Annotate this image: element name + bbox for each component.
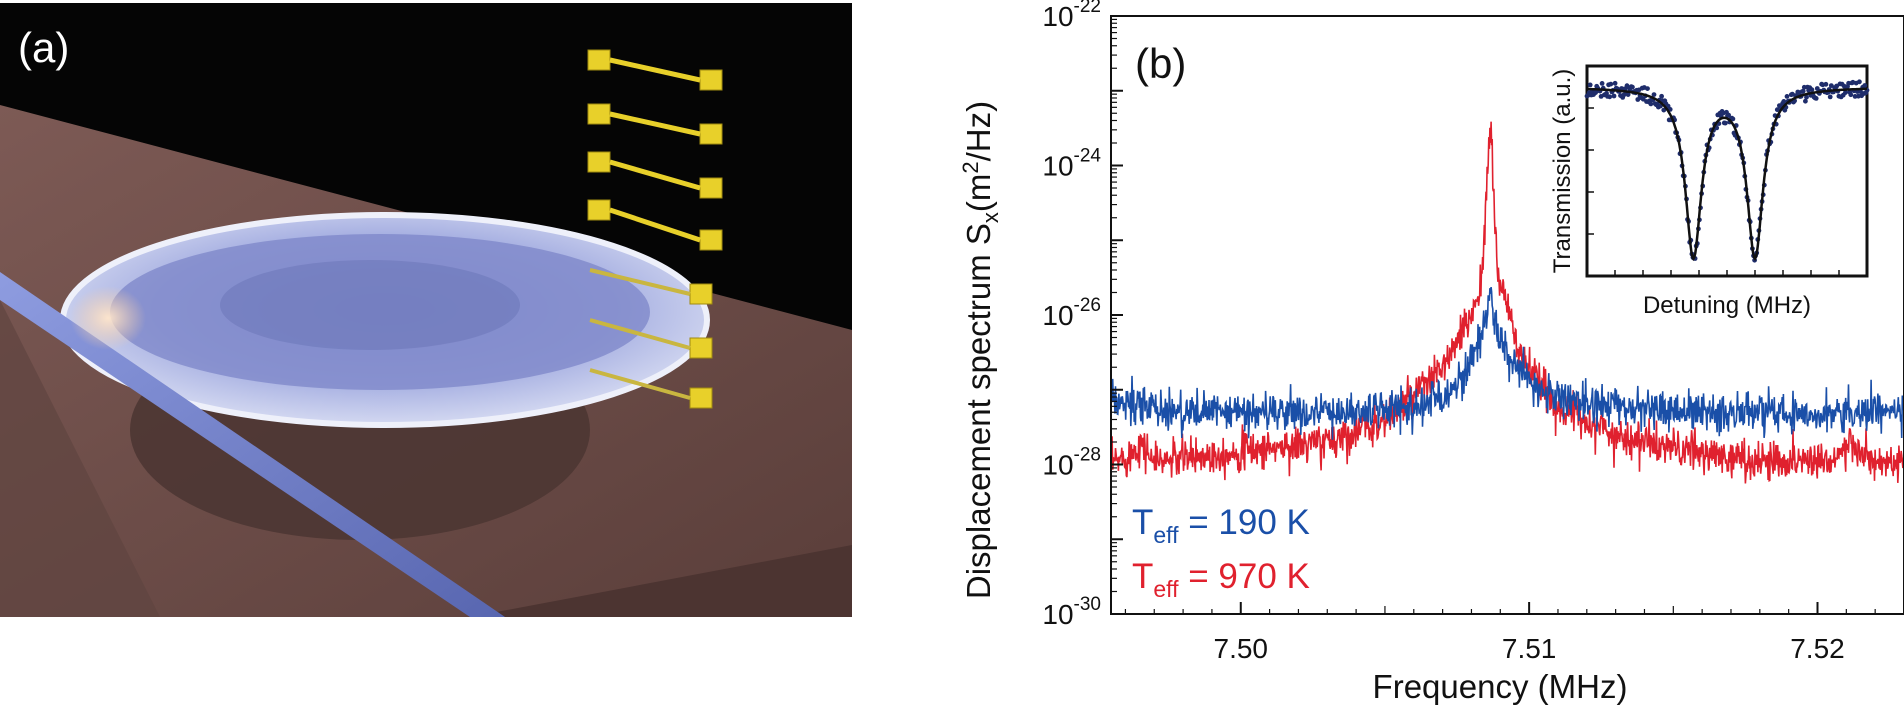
inset-data-point — [1645, 86, 1650, 91]
y-tick-label: 10-22 — [1042, 0, 1101, 32]
inset-y-label: Transmission (a.u.) — [1549, 69, 1576, 274]
series-layer — [1111, 121, 1904, 484]
inset-data-point — [1726, 112, 1731, 118]
inset-data-point — [1599, 81, 1605, 86]
inset-ticks — [1587, 107, 1840, 276]
legend-970k-rest: = 970 K — [1179, 557, 1310, 596]
x-tick-label: 7.52 — [1790, 633, 1845, 664]
inset-data-point — [1804, 94, 1809, 100]
y-tick-label: 10-26 — [1042, 295, 1101, 331]
inset-data-point — [1730, 116, 1736, 122]
inset-data-point — [1659, 93, 1664, 99]
inset-data-point — [1857, 79, 1862, 85]
toroid-center — [220, 260, 520, 350]
y-tick-label-base: 10 — [1042, 151, 1073, 182]
inset-frame — [1585, 64, 1869, 278]
y-axis-label-sub: x — [978, 212, 1003, 223]
inset-series — [1584, 79, 1870, 263]
inset-data-point — [1723, 120, 1728, 126]
heater-electrodes — [587, 49, 723, 409]
inset-data-point — [1813, 96, 1819, 101]
y-tick-label: 10-24 — [1042, 146, 1101, 182]
substrate-front — [470, 545, 852, 617]
coupling-glow — [70, 286, 146, 350]
y-tick-label-base: 10 — [1042, 300, 1073, 331]
legend-190k-rest: = 190 K — [1179, 503, 1310, 542]
legend-190k: Teff = 190 K — [1132, 503, 1310, 548]
inset-data-point — [1774, 107, 1780, 113]
tapered-fiber — [0, 272, 505, 617]
inset-x-label: Detuning (MHz) — [1643, 292, 1811, 319]
y-tick-label: 10-30 — [1042, 594, 1101, 630]
inset-data-point — [1611, 93, 1617, 99]
inset-data-point — [1630, 84, 1635, 90]
panel-b-label: (b) — [1135, 40, 1186, 87]
y-axis-label-units-close: /Hz) — [960, 101, 997, 162]
y-tick-label-exponent: -26 — [1074, 295, 1101, 316]
y-tick-label-exponent: -22 — [1074, 0, 1101, 17]
inset-data-point — [1809, 87, 1815, 93]
legend-970k-base: T — [1132, 557, 1153, 596]
y-tick-label-exponent: -28 — [1074, 445, 1101, 466]
inset-data-point — [1625, 92, 1631, 97]
x-tick-label: 7.51 — [1502, 633, 1557, 664]
y-tick-label-base: 10 — [1042, 1, 1073, 32]
substrate-edge — [0, 300, 160, 617]
inset-data-point — [1803, 98, 1808, 104]
y-tick-label-base: 10 — [1042, 450, 1073, 481]
inset-data-point — [1862, 83, 1868, 88]
legend-970k: Teff = 970 K — [1132, 557, 1310, 602]
y-axis-label-units-open: (m — [960, 174, 997, 212]
inset-data-point — [1843, 90, 1848, 95]
x-tick-label: 7.50 — [1214, 633, 1269, 664]
y-tick-label: 10-28 — [1042, 445, 1101, 481]
y-axis-label-main: Displacement spectrum S — [960, 223, 997, 599]
inset-data-point — [1648, 101, 1654, 107]
inset-data-point — [1651, 92, 1657, 97]
inset-data-point — [1612, 80, 1618, 86]
y-axis-label-units-sup: 2 — [958, 161, 983, 173]
y-tick-label-exponent: -24 — [1074, 146, 1102, 167]
inset-data-point — [1800, 88, 1806, 94]
inset-data-point — [1784, 94, 1790, 99]
y-tick-label-exponent: -30 — [1074, 594, 1101, 615]
inset-data-point — [1781, 99, 1787, 104]
inset-data-point — [1823, 81, 1829, 87]
inset-fit-line — [1587, 87, 1867, 262]
series-line-190k — [1111, 287, 1904, 440]
legend-190k-sub: eff — [1153, 522, 1179, 548]
inset-data-point — [1827, 94, 1833, 100]
x-axis-label: Frequency (MHz) — [1373, 668, 1628, 705]
panel-a-label: (a) — [18, 24, 69, 71]
legend-190k-base: T — [1132, 503, 1153, 542]
inset-data-point — [1608, 81, 1614, 87]
legend-970k-sub: eff — [1153, 576, 1179, 602]
panel-a-illustration: (a) — [0, 3, 852, 617]
y-axis-label: Displacement spectrum Sx(m2/Hz) — [958, 101, 1003, 599]
inset-data-point — [1814, 86, 1820, 91]
inset-data-point — [1587, 82, 1593, 88]
inset-chart: Transmission (a.u.) Detuning (MHz) — [1549, 64, 1870, 319]
inset-data-point — [1848, 92, 1854, 98]
inset-data-point — [1607, 94, 1613, 100]
y-tick-label-base: 10 — [1042, 599, 1073, 630]
series-line-970k — [1111, 121, 1904, 484]
